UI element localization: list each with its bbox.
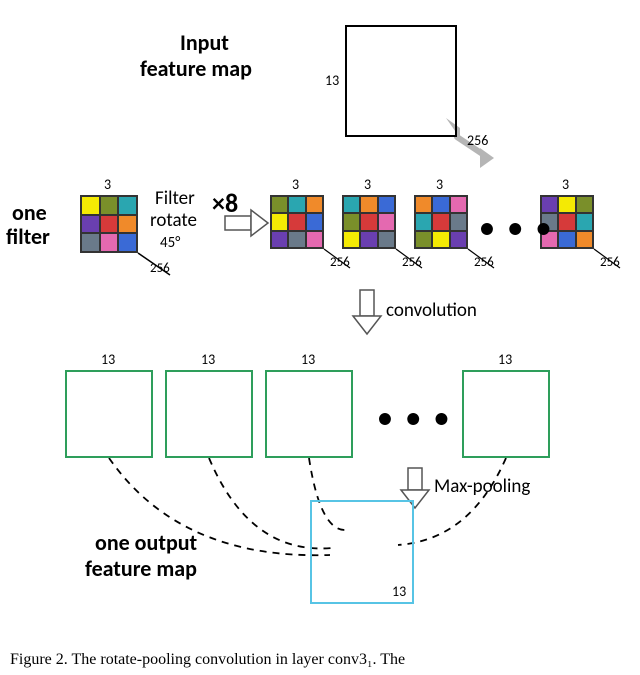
dim-3-rot-2: 3 bbox=[436, 177, 443, 194]
feature-map-green-3 bbox=[462, 370, 550, 458]
dim-13-green-3: 13 bbox=[498, 352, 512, 369]
filter-rot-0 bbox=[270, 195, 324, 249]
dim-3-f0: 3 bbox=[104, 177, 111, 194]
input-title-line1: Input bbox=[180, 30, 229, 56]
dim-3-rot-1: 3 bbox=[364, 177, 371, 194]
ellipsis-filters: • • • bbox=[480, 210, 555, 245]
output-title-line2: feature map bbox=[85, 556, 197, 582]
dim-3-rot-0: 3 bbox=[292, 177, 299, 194]
times8-label: ×8 bbox=[212, 188, 238, 219]
dim-3-rot-3: 3 bbox=[562, 177, 569, 194]
dim-13-output: 13 bbox=[392, 584, 406, 601]
dim-256-rot-0: 256 bbox=[330, 255, 350, 271]
dim-256-rot-1: 256 bbox=[402, 255, 422, 271]
filter-rot-1 bbox=[342, 195, 396, 249]
filter-rotate-line2: rotate bbox=[150, 210, 197, 233]
filter-rot-2 bbox=[414, 195, 468, 249]
output-title-line1: one output bbox=[95, 530, 197, 556]
angle-label: 45° bbox=[160, 234, 180, 252]
dim-13-green-0: 13 bbox=[101, 352, 115, 369]
feature-map-green-2 bbox=[265, 370, 353, 458]
input-title-line2: feature map bbox=[140, 56, 252, 82]
filter-rotate-line1: Filter bbox=[155, 188, 195, 211]
filter-label: filter bbox=[6, 224, 50, 250]
dim-256-rot-3: 256 bbox=[600, 255, 620, 271]
figure-caption: Figure 2. The rotate-pooling convolution… bbox=[10, 650, 405, 669]
dim-256-rot-2: 256 bbox=[474, 255, 494, 271]
dim-13-green-2: 13 bbox=[301, 352, 315, 369]
dim-13-input: 13 bbox=[325, 73, 339, 90]
input-feature-map-box bbox=[345, 25, 457, 137]
filter-base-grid bbox=[80, 195, 138, 253]
feature-map-green-0 bbox=[65, 370, 153, 458]
feature-map-green-1 bbox=[165, 370, 253, 458]
dim-256-input: 256 bbox=[467, 133, 488, 150]
dim-13-green-1: 13 bbox=[201, 352, 215, 369]
dim-256-f0: 256 bbox=[150, 261, 170, 277]
convolution-label: convolution bbox=[386, 300, 477, 323]
maxpool-label: Max-pooling bbox=[434, 476, 530, 499]
ellipsis-greens: • • • bbox=[378, 400, 453, 435]
